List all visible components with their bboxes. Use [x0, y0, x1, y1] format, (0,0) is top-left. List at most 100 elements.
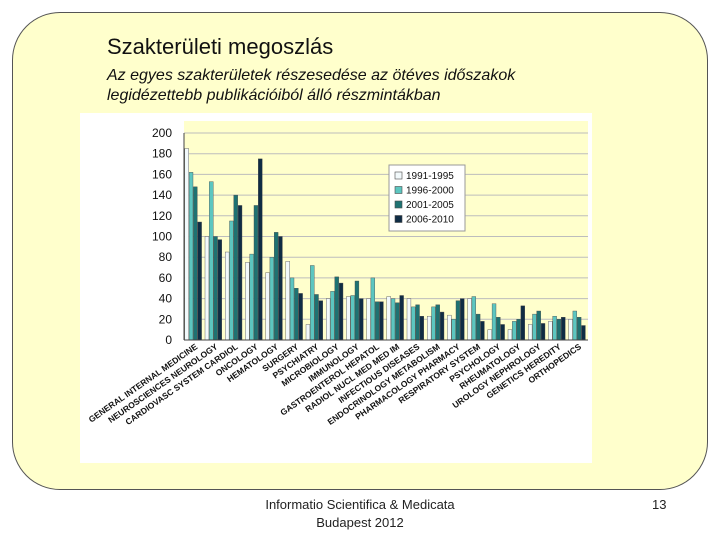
- bar: [548, 321, 553, 341]
- bar: [294, 288, 299, 341]
- legend-swatch: [394, 186, 403, 194]
- bar: [520, 305, 525, 341]
- bar: [269, 256, 274, 341]
- bar: [209, 181, 214, 341]
- bar: [245, 262, 250, 341]
- bars-layer: [184, 148, 586, 341]
- bar: [310, 265, 315, 341]
- subtitle-line-2: legidézettebb publikációiból álló részmi…: [107, 87, 441, 104]
- bar: [197, 221, 202, 341]
- bar: [395, 302, 400, 341]
- bar: [350, 295, 355, 341]
- bar: [532, 313, 537, 341]
- bar: [419, 315, 424, 341]
- bar: [338, 282, 344, 341]
- bar: [406, 298, 412, 341]
- bar: [471, 296, 476, 341]
- bar: [552, 315, 557, 341]
- bar: [188, 172, 194, 341]
- bar: [451, 319, 456, 341]
- legend-label: 2006-2010: [406, 215, 454, 226]
- bar: [439, 311, 445, 341]
- y-tick-label: 60: [159, 271, 173, 285]
- bar: [278, 236, 283, 341]
- bar: [184, 148, 189, 341]
- bar: [512, 321, 517, 341]
- y-tick-label: 0: [165, 333, 172, 347]
- bar: [366, 298, 371, 341]
- bar: [455, 300, 461, 341]
- slide-title: Szakterületi megoszlás: [107, 34, 334, 59]
- bar: [467, 298, 472, 341]
- bar: [487, 329, 492, 341]
- footer-line-1: Informatio Scientifica & Medicata: [265, 497, 455, 512]
- legend: 1991-1995 1996-2000 2001-2005 2006-2010: [388, 164, 466, 232]
- bar: [561, 317, 566, 341]
- bar: [507, 329, 513, 341]
- bar: [204, 236, 210, 341]
- bar: [359, 298, 364, 341]
- bar: [193, 186, 198, 341]
- bar: [399, 295, 404, 341]
- legend-swatch: [394, 171, 403, 180]
- bar: [273, 232, 279, 341]
- bar: [265, 272, 270, 341]
- bar: [576, 317, 582, 341]
- chart-panel: 0 20 40 60 80 100 120 140 160 180 200 GENERAL INTER…: [80, 113, 592, 463]
- bar: [491, 303, 497, 341]
- bar: [496, 317, 501, 341]
- legend-swatch: [394, 215, 403, 223]
- bar: [568, 319, 573, 341]
- bar: [411, 306, 416, 341]
- bar: [233, 194, 238, 341]
- bar: [253, 205, 259, 341]
- bar: [427, 315, 432, 341]
- bar: [572, 310, 577, 341]
- bar: [500, 324, 505, 341]
- bar: [326, 298, 331, 341]
- bar: [447, 314, 452, 341]
- bar: [258, 158, 263, 341]
- y-tick-label: 120: [152, 209, 172, 223]
- legend-swatch: [394, 200, 403, 209]
- bar: [581, 325, 586, 341]
- subtitle-line-1: Az egyes szakterületek részesedése az öt…: [107, 67, 516, 84]
- bar: [346, 296, 351, 341]
- bar: [285, 261, 290, 341]
- y-tick-label: 100: [152, 230, 172, 244]
- y-tick-label: 80: [159, 250, 173, 264]
- bar: [379, 301, 384, 341]
- bar: [213, 236, 218, 341]
- footer-line-2: Budapest 2012: [316, 515, 404, 530]
- bar: [330, 291, 335, 341]
- y-tick-label: 180: [152, 147, 172, 161]
- y-tick-label: 140: [152, 188, 172, 202]
- y-tick-label: 160: [152, 167, 172, 181]
- x-tick-label: NEUROSCIENCES NEUROLOGY: [106, 341, 220, 425]
- bar: [556, 319, 562, 341]
- bar: [229, 220, 234, 341]
- bar: [305, 324, 311, 341]
- bar: [298, 293, 303, 341]
- bar: [289, 277, 295, 341]
- y-tick-label: 40: [159, 292, 173, 306]
- bar: [390, 298, 396, 341]
- bar: [480, 321, 485, 341]
- bar: [334, 276, 339, 341]
- footer: Informatio Scientifica & Medicata Budape…: [220, 496, 500, 532]
- y-tick-label: 20: [159, 312, 173, 326]
- bar: [540, 323, 546, 341]
- y-tick-label: 200: [152, 126, 172, 140]
- bar: [217, 239, 222, 341]
- bar: [475, 313, 481, 341]
- grid-layer: [184, 132, 588, 320]
- bar: [370, 277, 375, 341]
- legend-label: 2001-2005: [406, 200, 454, 211]
- bar: [516, 319, 521, 341]
- bar: [225, 251, 230, 341]
- bar: [386, 296, 391, 341]
- bar: [431, 306, 436, 341]
- bar: [415, 304, 420, 341]
- legend-label: 1991-1995: [406, 171, 454, 182]
- legend-label: 1996-2000: [406, 186, 454, 197]
